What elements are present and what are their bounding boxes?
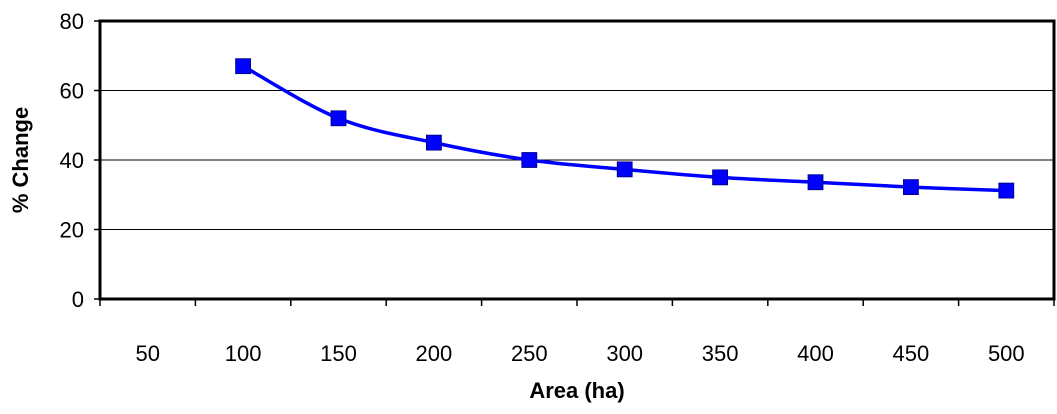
y-tick-label: 60 <box>60 79 84 104</box>
data-point-marker <box>616 161 633 178</box>
data-point-marker <box>903 179 919 196</box>
data-point-marker <box>425 134 442 151</box>
data-point-marker <box>807 174 824 191</box>
x-tick-label: 200 <box>416 341 453 366</box>
data-point-marker <box>998 182 1015 199</box>
data-point-marker <box>712 169 728 186</box>
x-tick-label: 400 <box>797 341 834 366</box>
tick-labels: 0 20 40 60 80 50 100 150 200 250 300 350 400 450 500 <box>60 9 1025 366</box>
y-tick-label: 20 <box>60 218 84 243</box>
series <box>235 58 1015 199</box>
x-tick-label: 450 <box>893 341 930 366</box>
x-tick-label: 250 <box>511 341 548 366</box>
y-tick-label: 40 <box>60 148 84 173</box>
data-point-marker <box>235 58 252 75</box>
data-point-marker <box>521 152 538 168</box>
x-axis-title: Area (ha) <box>529 378 624 403</box>
x-tick-label: 50 <box>135 341 159 366</box>
gridlines <box>100 90 1054 230</box>
y-tick-label: 80 <box>60 9 84 34</box>
x-tick-label: 150 <box>320 341 357 366</box>
x-tick-label: 300 <box>606 341 643 366</box>
axes <box>94 19 1056 306</box>
x-tick-label: 500 <box>988 341 1025 366</box>
x-tick-label: 100 <box>225 341 262 366</box>
data-point-marker <box>330 110 347 127</box>
y-tick-label: 0 <box>72 287 84 312</box>
y-axis-title: % Change <box>8 107 33 213</box>
x-tick-label: 350 <box>702 341 739 366</box>
